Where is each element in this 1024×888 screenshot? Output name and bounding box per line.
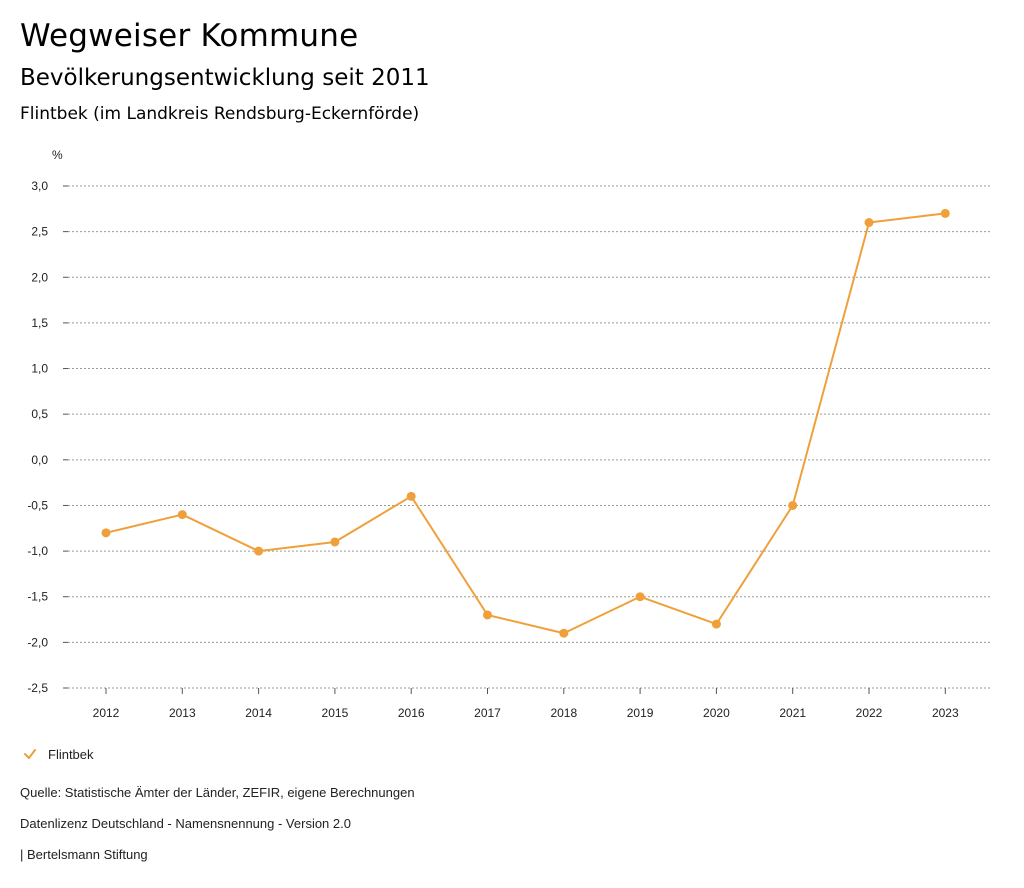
legend-label: Flintbek (48, 746, 94, 762)
license-note: Datenlizenz Deutschland - Namensnennung … (20, 816, 351, 831)
x-tick-label: 2022 (856, 706, 883, 720)
data-point (559, 628, 569, 638)
x-tick-label: 2014 (245, 706, 272, 720)
x-tick-label: 2016 (398, 706, 425, 720)
line-chart: % 3,0 2,5 2,0 1,5 1,0 0,5 0,0 -0,5 -1,0 -1,5 -2,0 -2… (27, 148, 990, 720)
y-axis-unit-label: % (52, 148, 63, 162)
data-point (940, 208, 950, 218)
x-tick-label: 2012 (93, 706, 120, 720)
source-note: Quelle: Statistische Ämter der Länder, Z… (20, 785, 415, 800)
y-tick-label: -1,0 (27, 544, 48, 558)
y-tick-label: 0,0 (31, 453, 48, 467)
legend-item[interactable]: Flintbek (22, 744, 94, 764)
data-point (788, 500, 798, 510)
data-point (330, 537, 340, 547)
y-tick-label: 1,5 (31, 316, 48, 330)
y-tick-label: 1,0 (31, 362, 48, 376)
y-tick-label: 2,5 (31, 225, 48, 239)
checkmark-icon (24, 749, 36, 759)
data-point (101, 528, 111, 538)
y-tick-label: 3,0 (31, 179, 48, 193)
x-tick-label: 2019 (627, 706, 654, 720)
chart-subtitle: Bevölkerungsentwicklung seit 2011 (20, 65, 430, 91)
y-tick-label: -2,5 (27, 681, 48, 695)
publisher-note: | Bertelsmann Stiftung (20, 847, 148, 862)
x-tick-label: 2020 (703, 706, 730, 720)
data-point (483, 610, 492, 620)
place-label: Flintbek (im Landkreis Rendsburg-Eckernf… (20, 104, 420, 124)
x-tick-label: 2021 (779, 706, 806, 720)
x-tick-label: 2018 (550, 706, 577, 720)
x-tick-label: 2017 (474, 706, 501, 720)
data-point (254, 546, 264, 556)
x-tick-label: 2015 (322, 706, 349, 720)
y-tick-label: -2,0 (27, 635, 48, 649)
data-point (406, 491, 416, 501)
y-tick-label: -0,5 (27, 498, 48, 512)
y-tick-label: 0,5 (31, 407, 48, 421)
x-tick-label: 2023 (932, 706, 959, 720)
y-tick-label: -1,5 (27, 590, 48, 604)
data-point (864, 218, 874, 228)
page-title: Wegweiser Kommune (20, 18, 359, 54)
data-point (635, 592, 645, 602)
series-line (105, 212, 946, 635)
data-point (711, 619, 721, 629)
data-point (177, 510, 187, 520)
y-tick-label: 2,0 (31, 270, 48, 284)
x-tick-label: 2013 (169, 706, 196, 720)
